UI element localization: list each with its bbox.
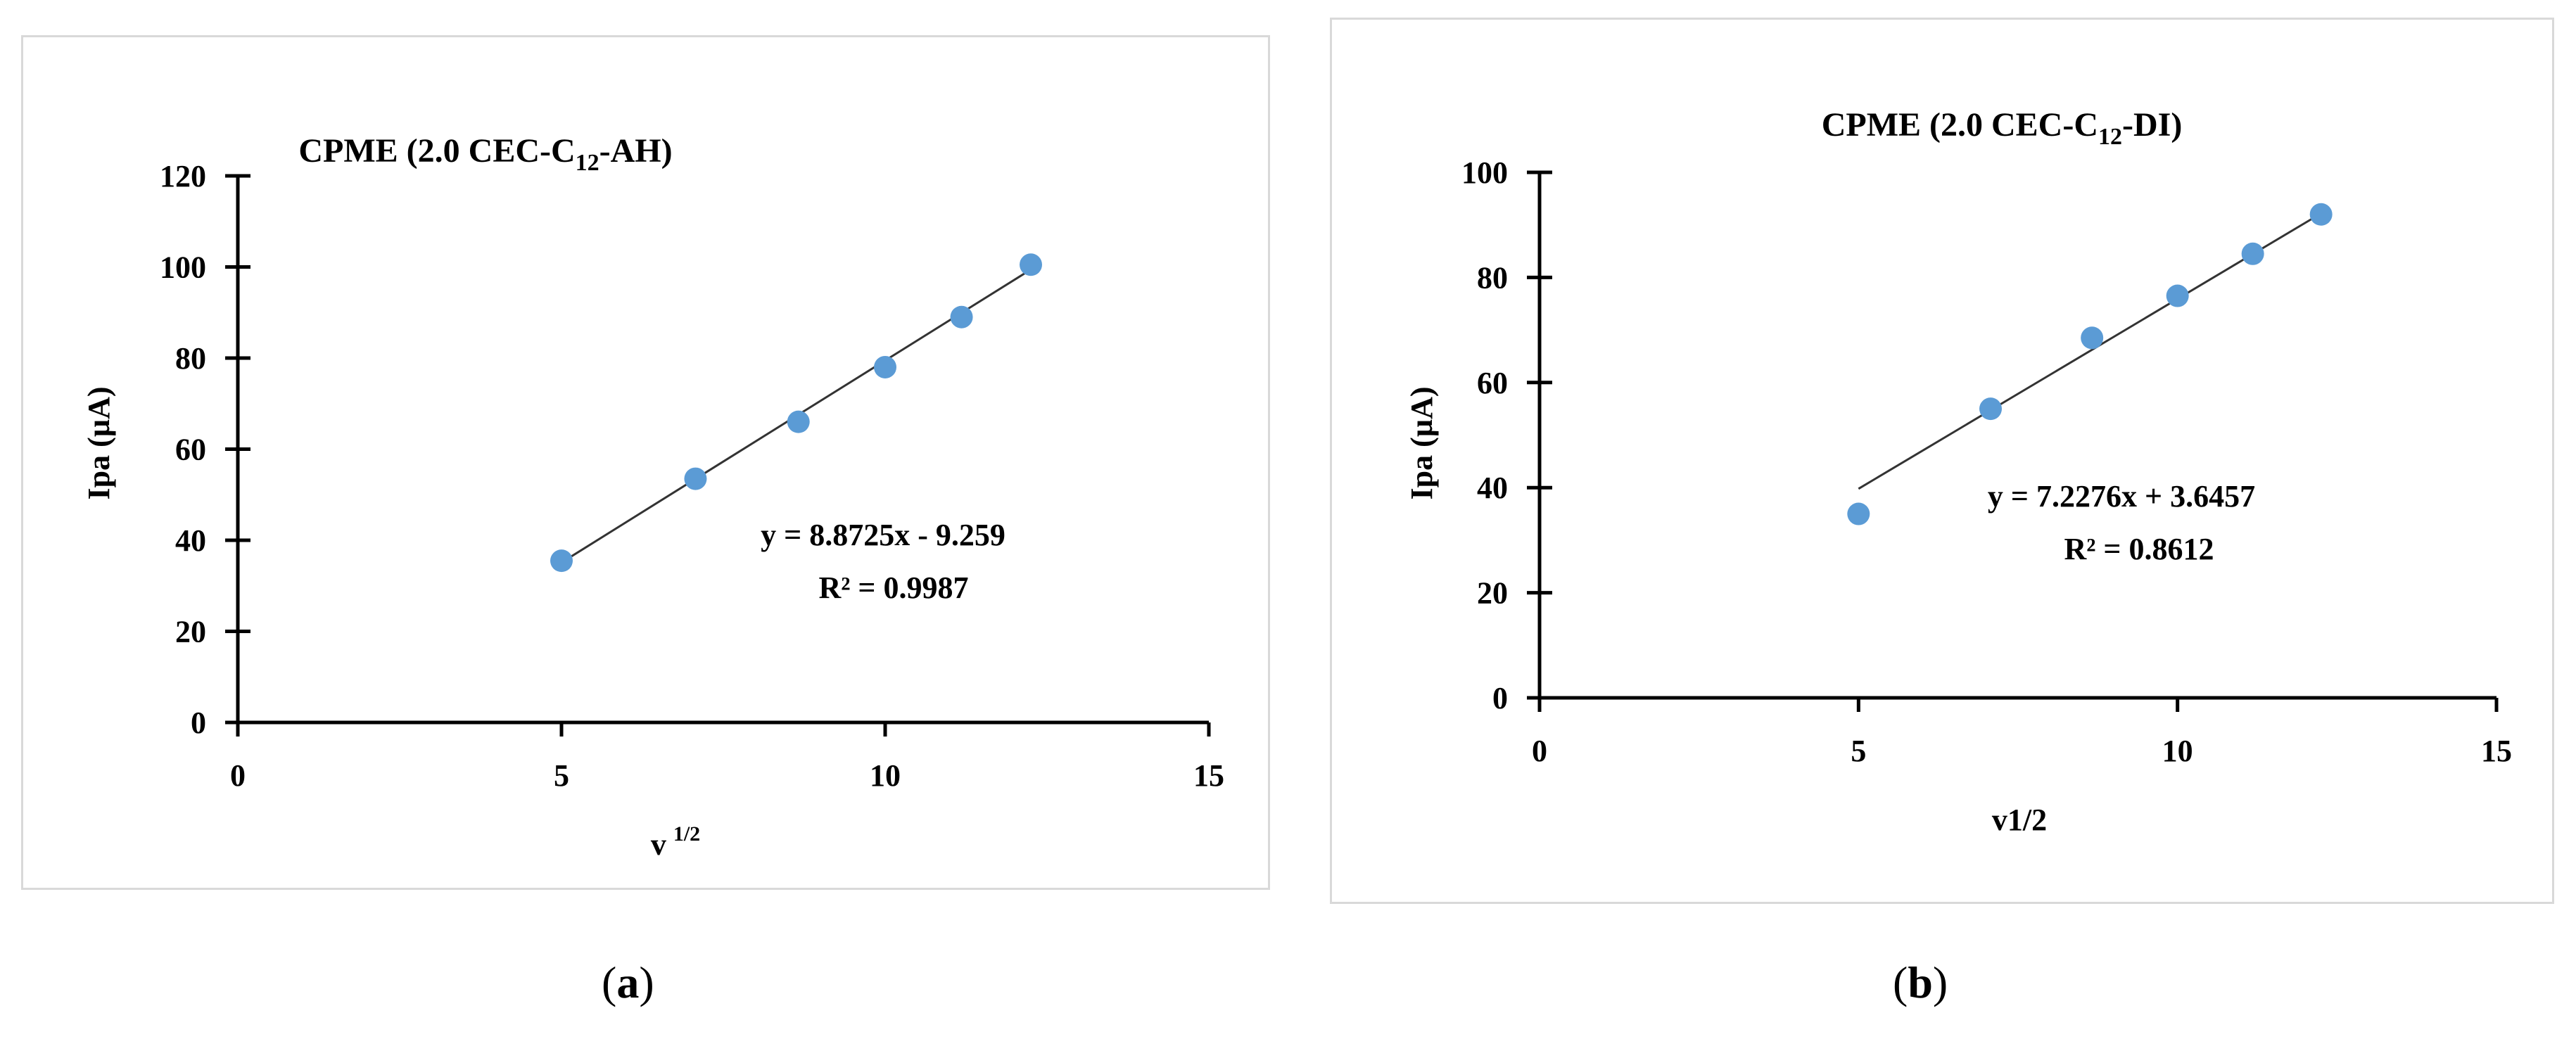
- chart-a-y-tick-label: 100: [160, 250, 206, 285]
- chart-a-ylabel: Ipa (µA): [82, 386, 116, 499]
- chart-a-data-point: [684, 467, 707, 490]
- subfigure-label-b: (b): [1893, 957, 1948, 1007]
- chart-b-equation: y = 7.2276x + 3.6457: [1988, 479, 2255, 514]
- chart-b-data-point: [2241, 242, 2264, 265]
- chart-b-y-tick-label: 0: [1492, 681, 1508, 715]
- chart-b-x-tick-label: 5: [1851, 734, 1866, 768]
- chart-a-data-point: [550, 549, 573, 573]
- chart-b-xlabel: v1/2: [1992, 803, 2047, 837]
- chart-a-data-point: [950, 305, 973, 329]
- chart-b-data-point: [2166, 284, 2189, 307]
- chart-b-data-point: [1847, 502, 1870, 525]
- chart-b-x-tick-label: 10: [2162, 734, 2193, 768]
- chart-b-plot: 0 20 40 60 80 100 0 5 10 15: [1461, 155, 2512, 768]
- chart-a-x-tick-label: 10: [870, 758, 901, 793]
- chart-b-y-tick-label: 60: [1477, 366, 1508, 400]
- chart-b-ylabel: Ipa (µA): [1404, 386, 1439, 499]
- chart-a-y-tick-label: 0: [191, 706, 206, 740]
- subfigure-label-a: (a): [602, 957, 654, 1007]
- chart-a-data-point: [787, 410, 810, 433]
- chart-b-y-tick-label: 100: [1461, 155, 1508, 190]
- chart-b-data-point: [1979, 397, 2003, 421]
- chart-b-y-tick-label: 40: [1477, 471, 1508, 505]
- chart-a-x-tick-label: 0: [230, 758, 246, 793]
- chart-a-r2: R² = 0.9987: [818, 571, 968, 605]
- chart-a-y-tick-label: 60: [175, 433, 206, 467]
- chart-b-title: CPME (2.0 CEC-C12-DI): [1822, 106, 2183, 150]
- chart-a-y-tick-label: 80: [175, 341, 206, 376]
- chart-a-data-point: [874, 355, 896, 378]
- chart-a-x-tick-label: 5: [554, 758, 569, 793]
- chart-panel-b: [1330, 18, 2554, 904]
- chart-b-y-tick-label: 20: [1477, 576, 1508, 611]
- chart-a-plot: 0 20 40 60 80 100 120 0 5 10 15: [160, 159, 1224, 793]
- chart-a-x-tick-label: 15: [1193, 758, 1224, 793]
- chart-a-y-tick-label: 40: [175, 523, 206, 558]
- chart-a-equation: y = 8.8725x - 9.259: [761, 518, 1005, 552]
- chart-a-y-tick-label: 120: [160, 159, 206, 193]
- chart-a-data-point: [1020, 253, 1042, 276]
- chart-a-title: CPME (2.0 CEC-C12-AH): [298, 132, 672, 176]
- chart-a-xlabel: v 1/2: [651, 822, 700, 862]
- chart-b-y-tick-label: 80: [1477, 260, 1508, 295]
- chart-b-data-point: [2309, 203, 2333, 226]
- chart-a-y-tick-label: 20: [175, 615, 206, 649]
- chart-b-data-point: [2081, 326, 2104, 350]
- chart-b-r2: R² = 0.8612: [2064, 532, 2214, 566]
- chart-b-x-tick-label: 0: [1532, 734, 1547, 768]
- chart-b-x-tick-label: 15: [2481, 734, 2512, 768]
